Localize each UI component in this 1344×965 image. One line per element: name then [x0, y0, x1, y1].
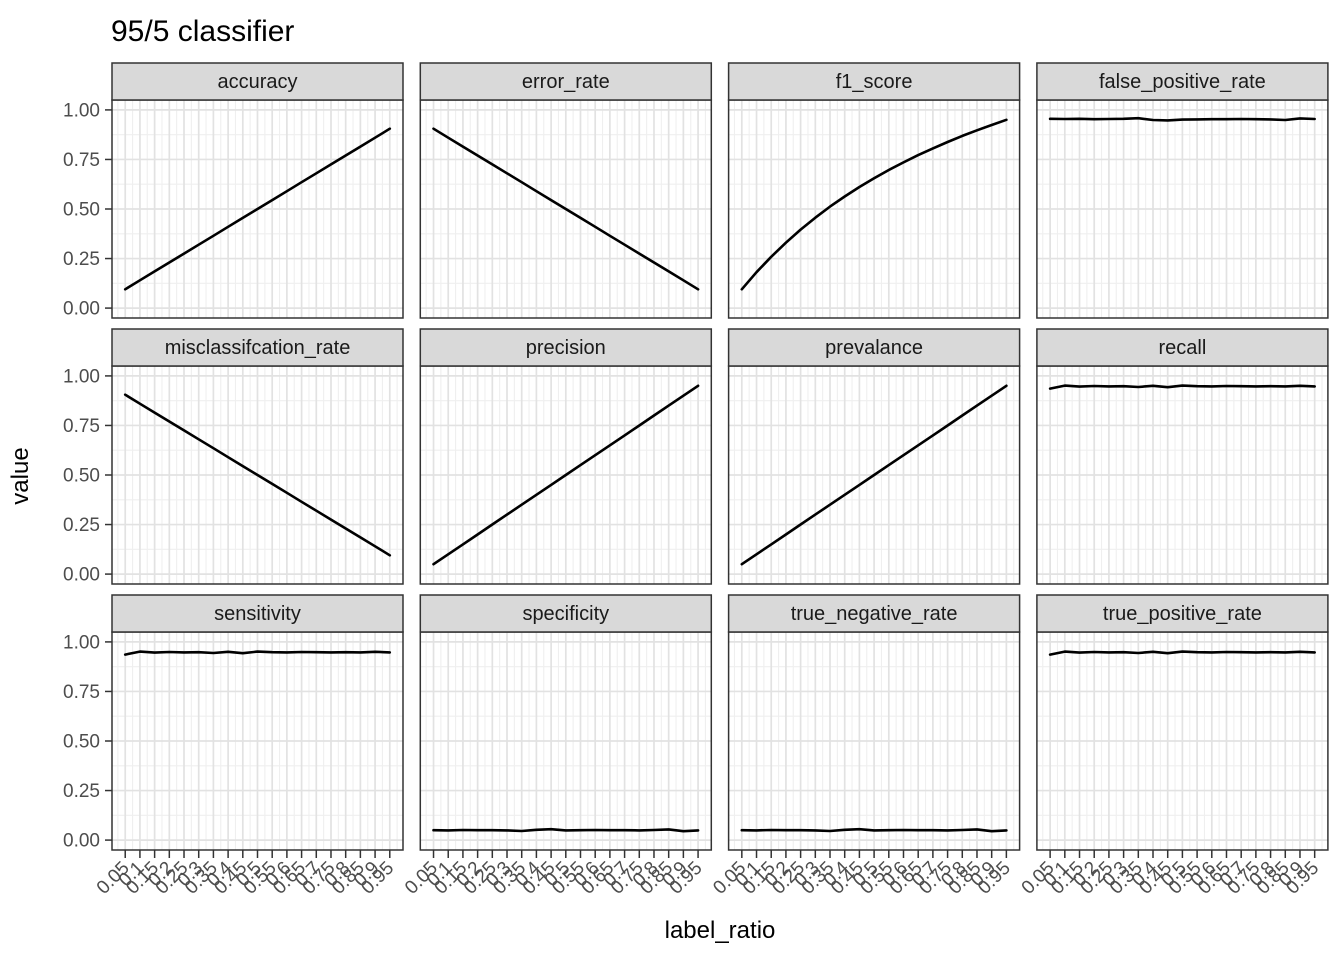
facet-grid: accuracy 0.00 0.25 0.50 0.75 1.00 error_rate f1… — [63, 62, 1329, 899]
facet-strip — [727, 594, 1021, 633]
y-tick-label: 0.75 — [63, 416, 100, 437]
facet-strip — [111, 594, 404, 633]
y-tick-label: 1.00 — [63, 100, 100, 121]
series-line-true_negative_rate — [740, 827, 1008, 833]
series-line-accuracy — [123, 127, 392, 291]
facet-strip-label: true_negative_rate — [791, 603, 958, 625]
facet-strip — [727, 328, 1021, 367]
facet-strip-label: f1_score — [836, 71, 913, 93]
y-tick-label: 0.75 — [63, 150, 100, 171]
facet-strip — [1036, 62, 1329, 101]
facet-strip — [419, 594, 713, 633]
facet-false_positive_rate: false_positive_rate — [1036, 62, 1329, 319]
facet-strip-label: specificity — [522, 603, 609, 625]
y-tick-label: 0.00 — [63, 299, 100, 320]
facet-precision: precision — [419, 328, 713, 585]
series-line-precision — [432, 384, 700, 566]
series-line-false_positive_rate — [1048, 116, 1316, 122]
facet-error_rate: error_rate — [419, 62, 713, 319]
facet-strip-label: sensitivity — [214, 603, 301, 625]
facet-strip-label: accuracy — [217, 71, 297, 93]
plot-title: 95/5 classifier — [111, 15, 294, 48]
y-tick-label: 0.75 — [63, 682, 100, 703]
y-tick-label: 0.00 — [63, 831, 100, 852]
facet-sensitivity: sensitivity0.000.250.500.751.000.050.10.… — [63, 594, 404, 899]
facet-recall: recall — [1036, 328, 1329, 585]
y-tick-label: 0.25 — [63, 515, 100, 536]
facet-strip — [419, 328, 713, 367]
facet-strip-label: misclassifcation_rate — [165, 337, 351, 359]
facet-specificity: specificity0.050.10.150.20.250.30.350.40… — [401, 594, 713, 899]
facet-misclassifcation_rate: misclassifcation_rate 0.00 0.25 0.50 0.75 1.0… — [63, 328, 404, 586]
y-tick-label: 0.50 — [63, 200, 100, 221]
y-tick-label: 1.00 — [63, 366, 100, 387]
facet-strip — [1036, 594, 1329, 633]
y-axis-title: value — [7, 447, 34, 504]
series-line-sensitivity — [123, 650, 392, 656]
facet-strip-label: false_positive_rate — [1099, 71, 1266, 93]
facet-prevalance: prevalance — [727, 328, 1021, 585]
facet-strip — [727, 62, 1021, 101]
series-line-true_positive_rate — [1048, 650, 1316, 656]
facet-strip-label: recall — [1159, 337, 1207, 359]
facet-strip — [419, 62, 713, 101]
series-line-f1_score — [740, 118, 1008, 291]
series-line-specificity — [432, 827, 700, 833]
facet-strip-label: prevalance — [825, 337, 923, 359]
facet-strip — [111, 328, 404, 367]
facet-true_positive_rate: true_positive_rate0.050.10.150.20.250.30… — [1018, 594, 1329, 899]
facet-strip — [111, 62, 404, 101]
series-line-recall — [1048, 384, 1316, 390]
facet-strip — [1036, 328, 1329, 367]
series-line-error_rate — [432, 127, 700, 291]
facet-strip-label: error_rate — [522, 71, 610, 93]
facet-strip-label: true_positive_rate — [1103, 603, 1262, 625]
y-tick-label: 1.00 — [63, 632, 100, 653]
y-tick-label: 0.50 — [63, 732, 100, 753]
y-tick-label: 0.25 — [63, 781, 100, 802]
series-line-misclassifcation_rate — [123, 393, 392, 557]
y-tick-label: 0.00 — [63, 565, 100, 586]
facet-strip-label: precision — [526, 337, 606, 359]
y-tick-label: 0.25 — [63, 249, 100, 270]
facet-accuracy: accuracy 0.00 0.25 0.50 0.75 1.00 — [63, 62, 404, 320]
series-line-prevalance — [740, 384, 1008, 566]
facet-true_negative_rate: true_negative_rate0.050.10.150.20.250.30… — [709, 594, 1021, 899]
facet-f1_score: f1_score — [727, 62, 1021, 319]
y-tick-label: 0.50 — [63, 466, 100, 487]
x-axis-title: label_ratio — [665, 917, 776, 944]
